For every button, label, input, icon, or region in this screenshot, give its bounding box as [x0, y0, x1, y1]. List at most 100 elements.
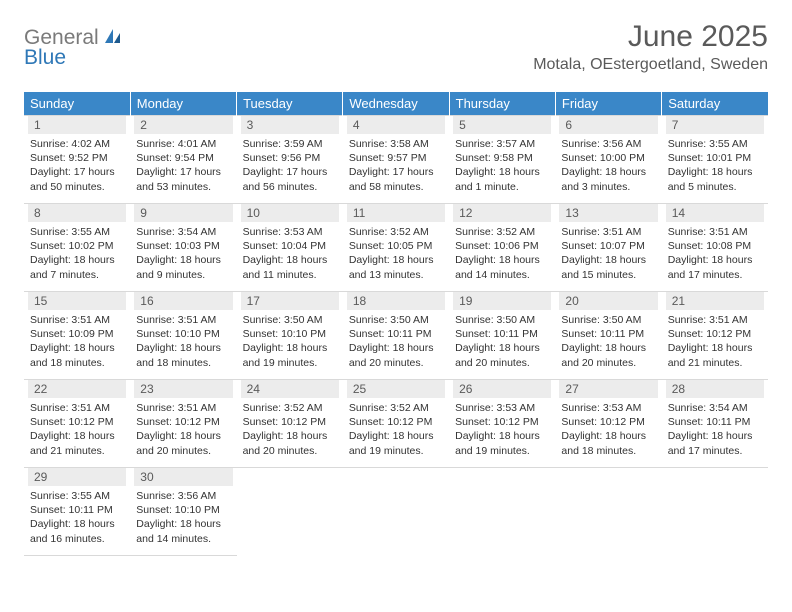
calendar-cell: 11 Sunrise: 3:52 AMSunset: 10:05 PMDaylig… [343, 204, 449, 292]
calendar-row: 22 Sunrise: 3:51 AMSunset: 10:12 PMDaylig… [24, 380, 768, 468]
calendar-cell: 10 Sunrise: 3:53 AMSunset: 10:04 PMDaylig… [237, 204, 343, 292]
day-details: Sunrise: 3:50 AMSunset: 10:11 PMDaylight… [453, 313, 551, 370]
day-details: Sunrise: 3:51 AMSunset: 10:12 PMDaylight… [666, 313, 764, 370]
calendar-cell [449, 468, 555, 556]
day-number: 10 [241, 204, 339, 222]
day-number: 12 [453, 204, 551, 222]
logo-text-blue: Blue [24, 46, 66, 69]
day-number: 14 [666, 204, 764, 222]
day-number: 6 [559, 116, 657, 134]
day-details: Sunrise: 3:57 AMSunset: 9:58 PMDaylight:… [453, 137, 551, 194]
day-number: 27 [559, 380, 657, 398]
day-number: 30 [134, 468, 232, 486]
weekday-header: Monday [130, 92, 236, 116]
day-number: 4 [347, 116, 445, 134]
day-details: Sunrise: 3:52 AMSunset: 10:05 PMDaylight… [347, 225, 445, 282]
day-number: 9 [134, 204, 232, 222]
day-number: 18 [347, 292, 445, 310]
calendar-cell: 4 Sunrise: 3:58 AMSunset: 9:57 PMDaylight… [343, 116, 449, 204]
day-details: Sunrise: 3:50 AMSunset: 10:11 PMDaylight… [559, 313, 657, 370]
day-details: Sunrise: 3:52 AMSunset: 10:06 PMDaylight… [453, 225, 551, 282]
day-number: 3 [241, 116, 339, 134]
calendar-row: 29Sunrise: 3:55 AMSunset: 10:11 PMDaylig… [24, 468, 768, 556]
calendar-cell: 25Sunrise: 3:52 AMSunset: 10:12 PMDaylig… [343, 380, 449, 468]
day-details: Sunrise: 3:50 AMSunset: 10:11 PMDaylight… [347, 313, 445, 370]
calendar-cell: 20 Sunrise: 3:50 AMSunset: 10:11 PMDaylig… [555, 292, 661, 380]
day-details: Sunrise: 3:50 AMSunset: 10:10 PMDaylight… [241, 313, 339, 370]
calendar-cell [555, 468, 661, 556]
day-details: Sunrise: 4:02 AMSunset: 9:52 PMDaylight:… [28, 137, 126, 194]
day-details: Sunrise: 3:53 AMSunset: 10:12 PMDaylight… [559, 401, 657, 458]
calendar-cell: 22Sunrise: 3:51 AMSunset: 10:12 PMDaylig… [24, 380, 130, 468]
day-details: Sunrise: 4:01 AMSunset: 9:54 PMDaylight:… [134, 137, 232, 194]
calendar-cell [662, 468, 768, 556]
day-number: 20 [559, 292, 657, 310]
calendar-cell: 14 Sunrise: 3:51 AMSunset: 10:08 PMDaylig… [662, 204, 768, 292]
calendar-row: 8Sunrise: 3:55 AMSunset: 10:02 PMDayligh… [24, 204, 768, 292]
calendar-cell: 30 Sunrise: 3:56 AMSunset: 10:10 PMDaylig… [130, 468, 236, 556]
day-details: Sunrise: 3:52 AMSunset: 10:12 PMDaylight… [241, 401, 339, 458]
location-text: Motala, OEstergoetland, Sweden [533, 56, 768, 74]
calendar-cell: 24 Sunrise: 3:52 AMSunset: 10:12 PMDaylig… [237, 380, 343, 468]
day-number: 29 [28, 468, 126, 486]
calendar-cell: 5 Sunrise: 3:57 AMSunset: 9:58 PMDaylight… [449, 116, 555, 204]
day-number: 13 [559, 204, 657, 222]
weekday-header: Saturday [662, 92, 768, 116]
day-details: Sunrise: 3:59 AMSunset: 9:56 PMDaylight:… [241, 137, 339, 194]
day-details: Sunrise: 3:53 AMSunset: 10:04 PMDaylight… [241, 225, 339, 282]
weekday-header: Wednesday [343, 92, 449, 116]
calendar-cell: 26 Sunrise: 3:53 AMSunset: 10:12 PMDaylig… [449, 380, 555, 468]
day-details: Sunrise: 3:53 AMSunset: 10:12 PMDaylight… [453, 401, 551, 458]
day-number: 11 [347, 204, 445, 222]
calendar-cell: 8Sunrise: 3:55 AMSunset: 10:02 PMDayligh… [24, 204, 130, 292]
day-number: 19 [453, 292, 551, 310]
calendar-table: Sunday Monday Tuesday Wednesday Thursday… [24, 92, 768, 556]
weekday-header: Tuesday [237, 92, 343, 116]
calendar-cell: 18 Sunrise: 3:50 AMSunset: 10:11 PMDaylig… [343, 292, 449, 380]
day-details: Sunrise: 3:52 AMSunset: 10:12 PMDaylight… [347, 401, 445, 458]
day-number: 21 [666, 292, 764, 310]
day-number: 23 [134, 380, 232, 398]
day-details: Sunrise: 3:51 AMSunset: 10:08 PMDaylight… [666, 225, 764, 282]
weekday-header: Sunday [24, 92, 130, 116]
calendar-cell: 13 Sunrise: 3:51 AMSunset: 10:07 PMDaylig… [555, 204, 661, 292]
calendar-cell: 19 Sunrise: 3:50 AMSunset: 10:11 PMDaylig… [449, 292, 555, 380]
day-number: 2 [134, 116, 232, 134]
day-details: Sunrise: 3:56 AMSunset: 10:00 PMDaylight… [559, 137, 657, 194]
logo-sail-icon [103, 27, 123, 50]
calendar-cell: 29Sunrise: 3:55 AMSunset: 10:11 PMDaylig… [24, 468, 130, 556]
weekday-header-row: Sunday Monday Tuesday Wednesday Thursday… [24, 92, 768, 116]
day-details: Sunrise: 3:54 AMSunset: 10:03 PMDaylight… [134, 225, 232, 282]
day-number: 5 [453, 116, 551, 134]
day-number: 24 [241, 380, 339, 398]
day-details: Sunrise: 3:51 AMSunset: 10:12 PMDaylight… [134, 401, 232, 458]
day-details: Sunrise: 3:51 AMSunset: 10:07 PMDaylight… [559, 225, 657, 282]
day-number: 8 [28, 204, 126, 222]
calendar-cell: 15 Sunrise: 3:51 AMSunset: 10:09 PMDaylig… [24, 292, 130, 380]
day-details: Sunrise: 3:56 AMSunset: 10:10 PMDaylight… [134, 489, 232, 546]
calendar-cell: 27 Sunrise: 3:53 AMSunset: 10:12 PMDaylig… [555, 380, 661, 468]
day-number: 1 [28, 116, 126, 134]
day-details: Sunrise: 3:51 AMSunset: 10:09 PMDaylight… [28, 313, 126, 370]
day-number: 7 [666, 116, 764, 134]
day-number: 28 [666, 380, 764, 398]
day-number: 15 [28, 292, 126, 310]
calendar-cell: 23 Sunrise: 3:51 AMSunset: 10:12 PMDaylig… [130, 380, 236, 468]
day-details: Sunrise: 3:54 AMSunset: 10:11 PMDaylight… [666, 401, 764, 458]
calendar-cell: 6 Sunrise: 3:56 AMSunset: 10:00 PMDayligh… [555, 116, 661, 204]
calendar-cell [343, 468, 449, 556]
header: General June 2025 Motala, OEstergoetland… [24, 20, 768, 74]
day-number: 26 [453, 380, 551, 398]
day-number: 17 [241, 292, 339, 310]
calendar-cell: 3 Sunrise: 3:59 AMSunset: 9:56 PMDaylight… [237, 116, 343, 204]
day-details: Sunrise: 3:58 AMSunset: 9:57 PMDaylight:… [347, 137, 445, 194]
calendar-cell: 17 Sunrise: 3:50 AMSunset: 10:10 PMDaylig… [237, 292, 343, 380]
calendar-row: 1 Sunrise: 4:02 AMSunset: 9:52 PMDaylight… [24, 116, 768, 204]
calendar-row: 15 Sunrise: 3:51 AMSunset: 10:09 PMDaylig… [24, 292, 768, 380]
calendar-cell: 16Sunrise: 3:51 AMSunset: 10:10 PMDaylig… [130, 292, 236, 380]
page-title: June 2025 [533, 20, 768, 54]
weekday-header: Thursday [449, 92, 555, 116]
day-number: 16 [134, 292, 232, 310]
calendar-cell: 7Sunrise: 3:55 AMSunset: 10:01 PMDayligh… [662, 116, 768, 204]
day-number: 22 [28, 380, 126, 398]
